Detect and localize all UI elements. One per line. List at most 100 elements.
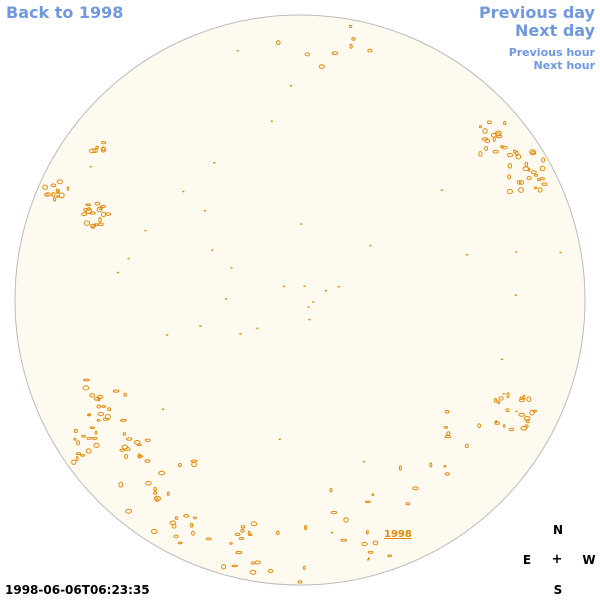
magnetic-feature	[178, 462, 182, 468]
magnetic-feature	[486, 120, 492, 125]
compass-east-label: E	[522, 553, 532, 567]
magnetic-feature	[155, 497, 159, 503]
magnetic-feature	[104, 414, 111, 420]
magnetic-feature	[240, 525, 246, 529]
magnetic-feature	[324, 289, 327, 292]
magnetic-feature	[121, 444, 128, 450]
magnetic-feature	[275, 530, 280, 535]
magnetic-feature	[387, 554, 393, 558]
magnetic-feature	[304, 52, 310, 57]
magnetic-feature	[466, 254, 469, 256]
magnetic-feature	[55, 188, 59, 194]
magnetic-feature	[144, 459, 151, 463]
magnetic-feature	[112, 389, 120, 393]
magnetic-feature	[444, 435, 451, 439]
magnetic-feature	[307, 306, 310, 308]
magnetic-feature	[520, 426, 528, 431]
magnetic-feature	[51, 192, 56, 198]
magnetic-feature	[247, 530, 251, 536]
magnetic-feature	[66, 186, 70, 191]
magnetic-feature	[516, 180, 522, 185]
magnetic-feature	[75, 456, 79, 462]
magnetic-feature	[372, 540, 379, 546]
magnetic-feature	[211, 249, 214, 251]
magnetic-feature	[478, 151, 483, 157]
magnetic-feature	[166, 334, 169, 336]
magnetic-feature	[189, 522, 194, 528]
magnetic-feature	[522, 166, 530, 172]
magnetic-feature	[282, 285, 285, 288]
magnetic-feature	[116, 271, 119, 274]
magnetic-feature	[518, 187, 524, 193]
magnetic-feature	[507, 174, 512, 180]
magnetic-feature	[513, 149, 517, 154]
compass-south-label: S	[553, 583, 563, 597]
magnetic-feature	[230, 267, 233, 269]
magnetic-feature	[351, 37, 356, 41]
magnetic-feature	[98, 217, 102, 223]
previous-day-link[interactable]: Previous day	[478, 3, 595, 22]
magnetic-feature	[492, 149, 499, 154]
magnetic-feature	[361, 541, 368, 547]
magnetic-feature	[166, 491, 170, 496]
magnetic-feature	[137, 455, 144, 458]
magnetic-feature	[526, 419, 530, 424]
magnetic-feature	[337, 286, 340, 288]
magnetic-feature	[304, 525, 307, 531]
magnetic-feature	[530, 151, 537, 156]
magnetic-feature	[73, 428, 78, 433]
magnetic-feature	[367, 48, 373, 53]
year-link[interactable]: 1998	[384, 529, 412, 540]
magnetic-feature	[493, 398, 498, 403]
magnetic-feature	[518, 180, 525, 185]
magnetic-feature	[276, 40, 281, 46]
magnetic-feature	[303, 285, 306, 287]
magnetic-feature	[225, 298, 227, 300]
compass-north-label: N	[552, 523, 564, 537]
next-hour-link[interactable]: Next hour	[533, 59, 596, 72]
magnetic-feature	[83, 207, 88, 212]
magnetic-feature	[506, 153, 514, 158]
next-day-link[interactable]: Next day	[515, 21, 595, 40]
magnetic-feature	[144, 229, 147, 232]
magnetic-feature	[55, 195, 60, 198]
back-to-year-link[interactable]: Back to 1998	[6, 3, 124, 22]
magnetic-feature	[83, 220, 91, 226]
magnetic-feature	[278, 438, 281, 440]
magnetic-feature	[559, 251, 562, 254]
previous-hour-link[interactable]: Previous hour	[508, 46, 595, 59]
magnetic-feature	[507, 163, 513, 169]
solar-disk	[14, 14, 586, 586]
magnetic-feature	[539, 165, 546, 172]
magnetic-feature	[100, 147, 107, 153]
magnetic-feature	[443, 465, 447, 468]
magnetic-feature	[101, 146, 106, 152]
magnetic-feature	[302, 565, 306, 570]
magnetic-feature	[145, 481, 152, 486]
magnetic-feature	[443, 426, 449, 429]
magnetic-feature	[183, 514, 190, 518]
magnetic-feature	[349, 43, 353, 49]
magnetic-feature	[502, 424, 506, 428]
magnetic-feature	[107, 407, 112, 412]
magnetic-feature	[506, 189, 513, 195]
magnetic-feature	[151, 529, 158, 534]
magnetic-feature	[405, 502, 411, 506]
magnetic-feature	[119, 418, 127, 422]
magnetic-feature	[526, 396, 532, 403]
magnetic-feature	[85, 203, 91, 206]
magnetic-feature	[191, 530, 195, 536]
magnetic-feature	[484, 145, 489, 151]
magnetic-feature	[494, 421, 500, 426]
magnetic-feature	[256, 327, 259, 330]
magnetic-feature	[89, 211, 96, 215]
magnetic-feature	[85, 448, 92, 454]
magnetic-feature	[177, 541, 183, 545]
magnetic-feature	[537, 187, 543, 193]
magnetic-feature	[153, 491, 158, 495]
magnetic-feature	[118, 481, 124, 488]
magnetic-feature	[182, 190, 185, 193]
magnetic-feature	[498, 396, 504, 401]
magnetic-feature	[89, 148, 96, 154]
magnetic-feature	[235, 550, 243, 555]
